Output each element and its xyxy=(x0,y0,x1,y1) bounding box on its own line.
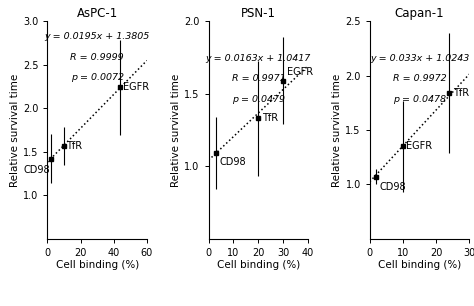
Text: R = 0.9971: R = 0.9971 xyxy=(231,74,285,83)
Y-axis label: Relative survival time: Relative survival time xyxy=(332,73,342,187)
Text: p = 0.0072: p = 0.0072 xyxy=(71,73,124,82)
Text: y = 0.0163x + 1.0417: y = 0.0163x + 1.0417 xyxy=(206,54,311,63)
Text: CD98: CD98 xyxy=(380,181,406,192)
X-axis label: Cell binding (%): Cell binding (%) xyxy=(217,260,300,271)
Text: CD98: CD98 xyxy=(23,165,50,175)
Text: p = 0.0478: p = 0.0478 xyxy=(393,95,446,104)
Title: Capan-1: Capan-1 xyxy=(395,7,444,20)
Text: TfR: TfR xyxy=(262,114,278,123)
Text: EGFR: EGFR xyxy=(406,141,432,151)
X-axis label: Cell binding (%): Cell binding (%) xyxy=(55,260,139,271)
Text: EGFR: EGFR xyxy=(287,67,313,77)
Text: R = 0.9999: R = 0.9999 xyxy=(70,53,124,62)
X-axis label: Cell binding (%): Cell binding (%) xyxy=(378,260,461,271)
Title: AsPC-1: AsPC-1 xyxy=(76,7,118,20)
Text: EGFR: EGFR xyxy=(123,83,149,92)
Text: R = 0.9972: R = 0.9972 xyxy=(392,74,447,83)
Text: TfR: TfR xyxy=(66,141,82,151)
Text: y = 0.033x + 1.0243: y = 0.033x + 1.0243 xyxy=(370,54,469,63)
Text: CD98: CD98 xyxy=(220,157,246,167)
Title: PSN-1: PSN-1 xyxy=(241,7,276,20)
Y-axis label: Relative survival time: Relative survival time xyxy=(172,73,182,187)
Y-axis label: Relative survival time: Relative survival time xyxy=(10,73,20,187)
Text: p = 0.0479: p = 0.0479 xyxy=(232,95,285,104)
Text: TfR: TfR xyxy=(453,88,469,98)
Text: y = 0.0195x + 1.3805: y = 0.0195x + 1.3805 xyxy=(45,32,150,41)
